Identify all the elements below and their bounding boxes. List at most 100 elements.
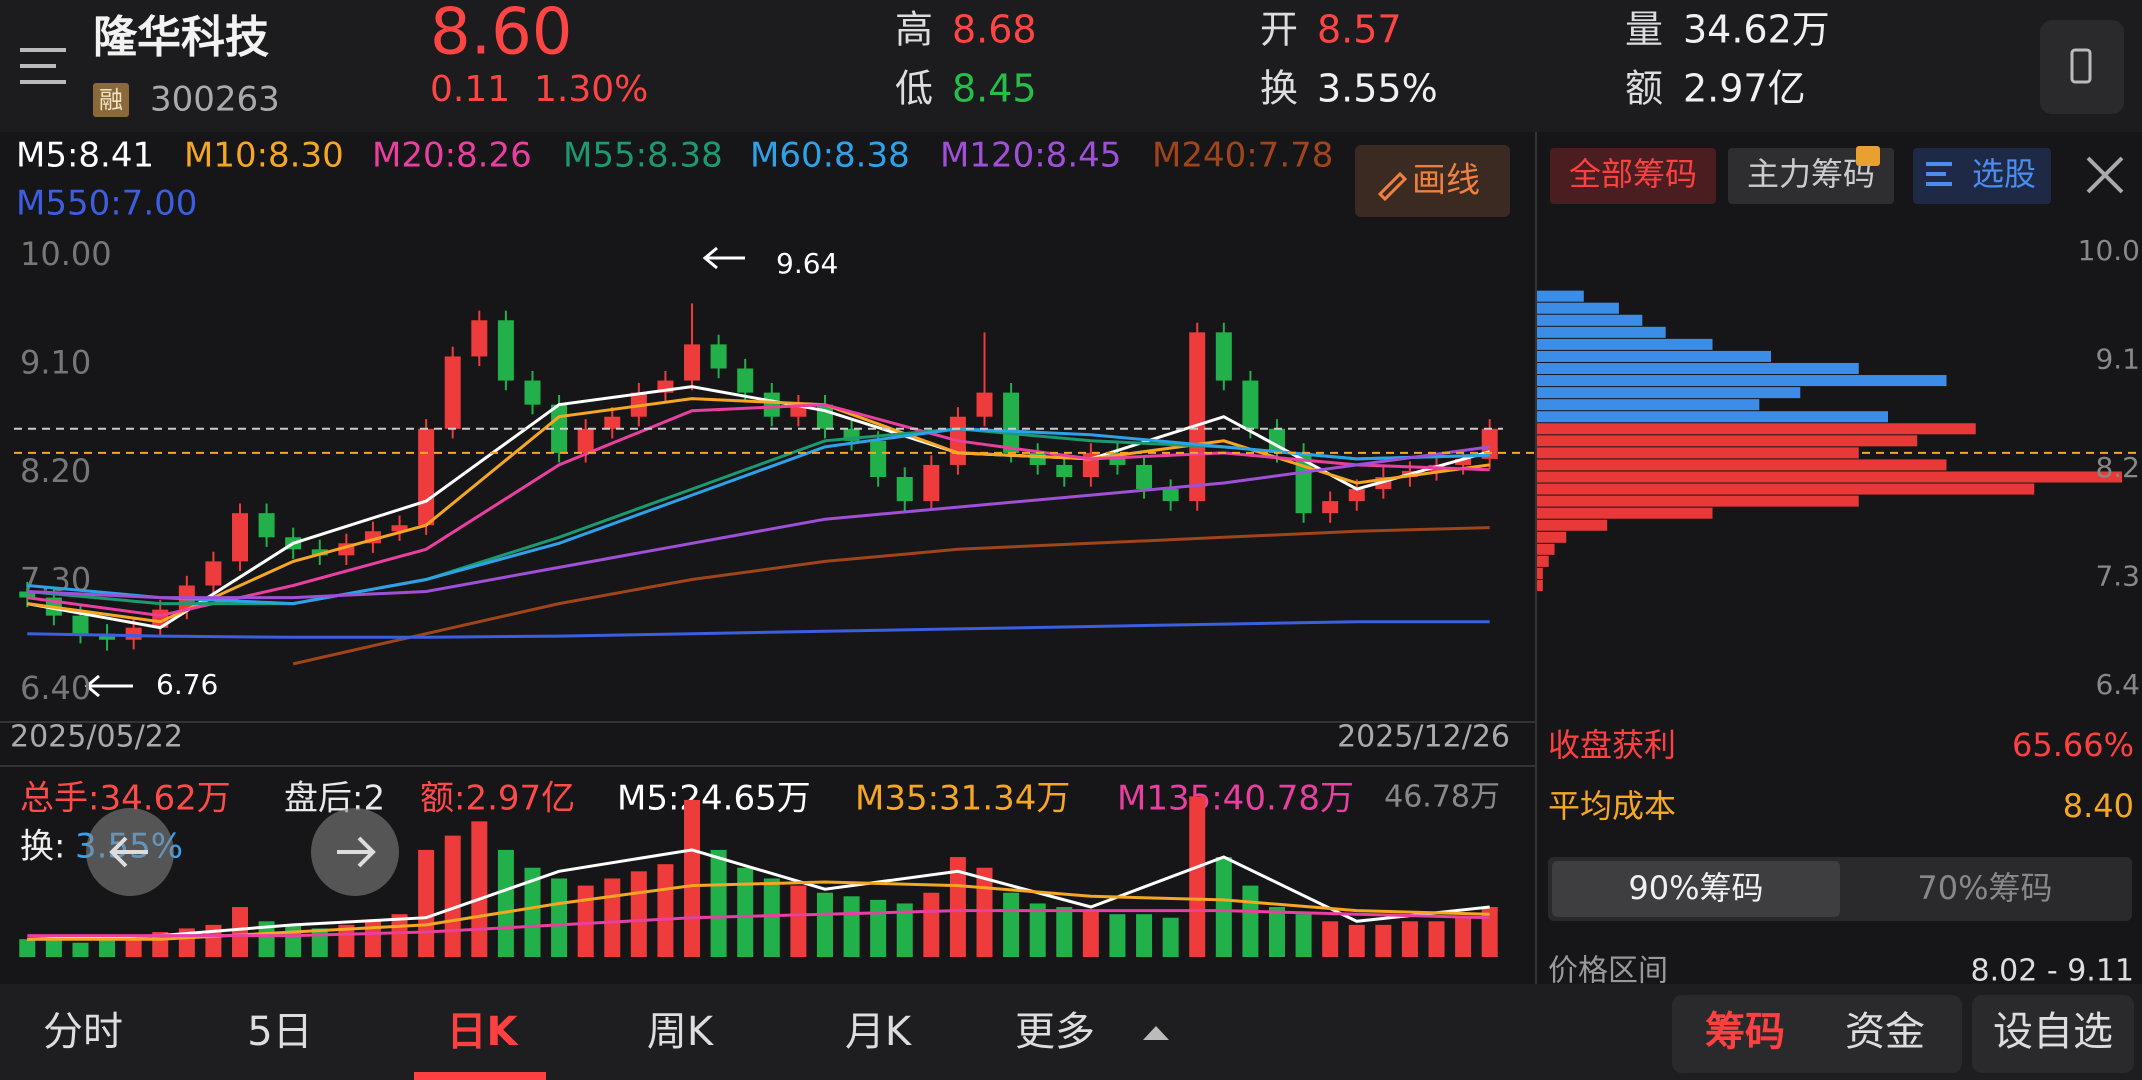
volume-bar (949, 857, 966, 957)
low-label: 低 (895, 67, 933, 111)
candle-body (471, 320, 488, 357)
device-icon (2070, 48, 2092, 84)
badge: 融 (99, 86, 123, 114)
period-tab[interactable]: 更多 (1015, 1009, 1095, 1055)
action[interactable]: 设自选 (1993, 1009, 2113, 1055)
candle-body (205, 561, 222, 586)
period-tab[interactable]: 5日 (247, 1009, 312, 1055)
volume-bar (258, 921, 275, 957)
chip-bar (1537, 471, 2122, 483)
low: 8.45 (952, 67, 1037, 111)
action[interactable]: 筹码 (1705, 1009, 1785, 1055)
device-button[interactable] (2040, 20, 2124, 114)
volume-bar (1056, 907, 1073, 957)
candle-body (1162, 489, 1179, 502)
range-option[interactable]: 90%筹码 (1628, 869, 1763, 907)
action-bg (1972, 995, 2134, 1073)
chip-bar (1537, 423, 1976, 435)
high-annotation: 9.64 (776, 247, 838, 280)
volume-bar (418, 849, 435, 957)
candle-body (258, 513, 275, 538)
pencil-icon (1377, 171, 1408, 202)
chip-bar (1537, 362, 1859, 375)
volume-bar (710, 849, 727, 957)
ma-line (27, 445, 1490, 600)
amount: 2.97亿 (1683, 67, 1806, 111)
volume-bar (1348, 924, 1365, 957)
volume-bar (1136, 914, 1153, 957)
volume-bar (1295, 914, 1312, 957)
ma-legend: M55:8.38 (563, 136, 723, 176)
range-switch-active[interactable] (1552, 861, 1840, 917)
y-tick-label: 10.00 (20, 235, 112, 273)
arrow-icon (109, 836, 148, 868)
volume-legend: M35:31.34万 (855, 779, 1070, 819)
volume-bar (1215, 857, 1232, 957)
volume-bar (657, 864, 674, 957)
arrow (702, 246, 745, 270)
arrow (84, 674, 133, 698)
candle-body (1322, 501, 1339, 514)
chip-bar (1537, 435, 1918, 447)
amount-label: 额 (1625, 67, 1663, 111)
candle-body (444, 356, 461, 429)
period-tab[interactable]: 周K (647, 1009, 715, 1055)
ma-line (27, 403, 1490, 618)
candle-body (391, 525, 408, 532)
period-tab-active[interactable]: 日K (447, 1009, 520, 1055)
chip-tab[interactable]: 选股 (1972, 155, 2036, 193)
volume-legend: 额:2.97亿 (420, 779, 575, 819)
ma-legend: M10:8.30 (184, 136, 344, 176)
candle-body (976, 392, 993, 417)
candle-body (311, 549, 328, 556)
period-tab[interactable]: 分时 (43, 1009, 123, 1055)
volume-bar (444, 835, 461, 957)
action[interactable]: 资金 (1845, 1009, 1925, 1055)
chip-bar (1537, 290, 1584, 302)
chip-tab[interactable]: 全部筹码 (1569, 155, 1697, 193)
volume-bar (471, 821, 488, 957)
tab-bg[interactable] (1728, 148, 1894, 204)
chip-bar (1537, 567, 1543, 579)
chip-bar (1537, 350, 1771, 362)
volume-ma-line (27, 848, 1490, 941)
chip-bar (1537, 302, 1619, 314)
tab-bg[interactable] (1550, 148, 1716, 204)
chip-tick-label: 10.0 (2078, 234, 2140, 267)
volume-bar (790, 885, 807, 957)
chip-tab[interactable]: 主力筹码 (1747, 155, 1875, 193)
volume-bar (816, 892, 833, 957)
volume-label: 量 (1625, 8, 1663, 52)
chip-bar (1537, 447, 1859, 459)
ma-line (292, 526, 1490, 666)
ma-legend: M120:8.45 (940, 136, 1121, 176)
volume-bar (1481, 907, 1498, 957)
action-group (1672, 995, 1962, 1073)
candle-body (604, 416, 621, 429)
candle-body (763, 392, 780, 417)
volume-bar (630, 871, 647, 957)
chip-bar (1537, 326, 1666, 338)
volume-bar (1189, 796, 1206, 957)
candle-body (524, 380, 541, 405)
chip-tick-label: 9.1 (2095, 343, 2140, 376)
close-icon[interactable] (2086, 156, 2124, 194)
volume-bar (1322, 921, 1339, 957)
draw-button-bg[interactable] (1355, 145, 1510, 217)
candle-body (1455, 458, 1472, 465)
draw-button[interactable]: 画线 (1412, 161, 1480, 201)
period-tab[interactable]: 月K (845, 1009, 913, 1055)
candle-body (19, 591, 36, 598)
volume-bar (577, 885, 594, 957)
menu-icon[interactable] (20, 48, 66, 84)
avg-cost: 8.40 (2063, 787, 2134, 825)
chip-tick-label: 8.2 (2095, 451, 2140, 484)
volume-ma-line (27, 880, 1490, 941)
candle-body (1215, 332, 1232, 381)
lock-icon (1856, 146, 1880, 166)
range-option[interactable]: 70%筹码 (1917, 869, 2052, 907)
y-tick-label: 9.10 (20, 344, 91, 382)
volume-bar (604, 878, 621, 957)
volume-bar (737, 867, 754, 957)
